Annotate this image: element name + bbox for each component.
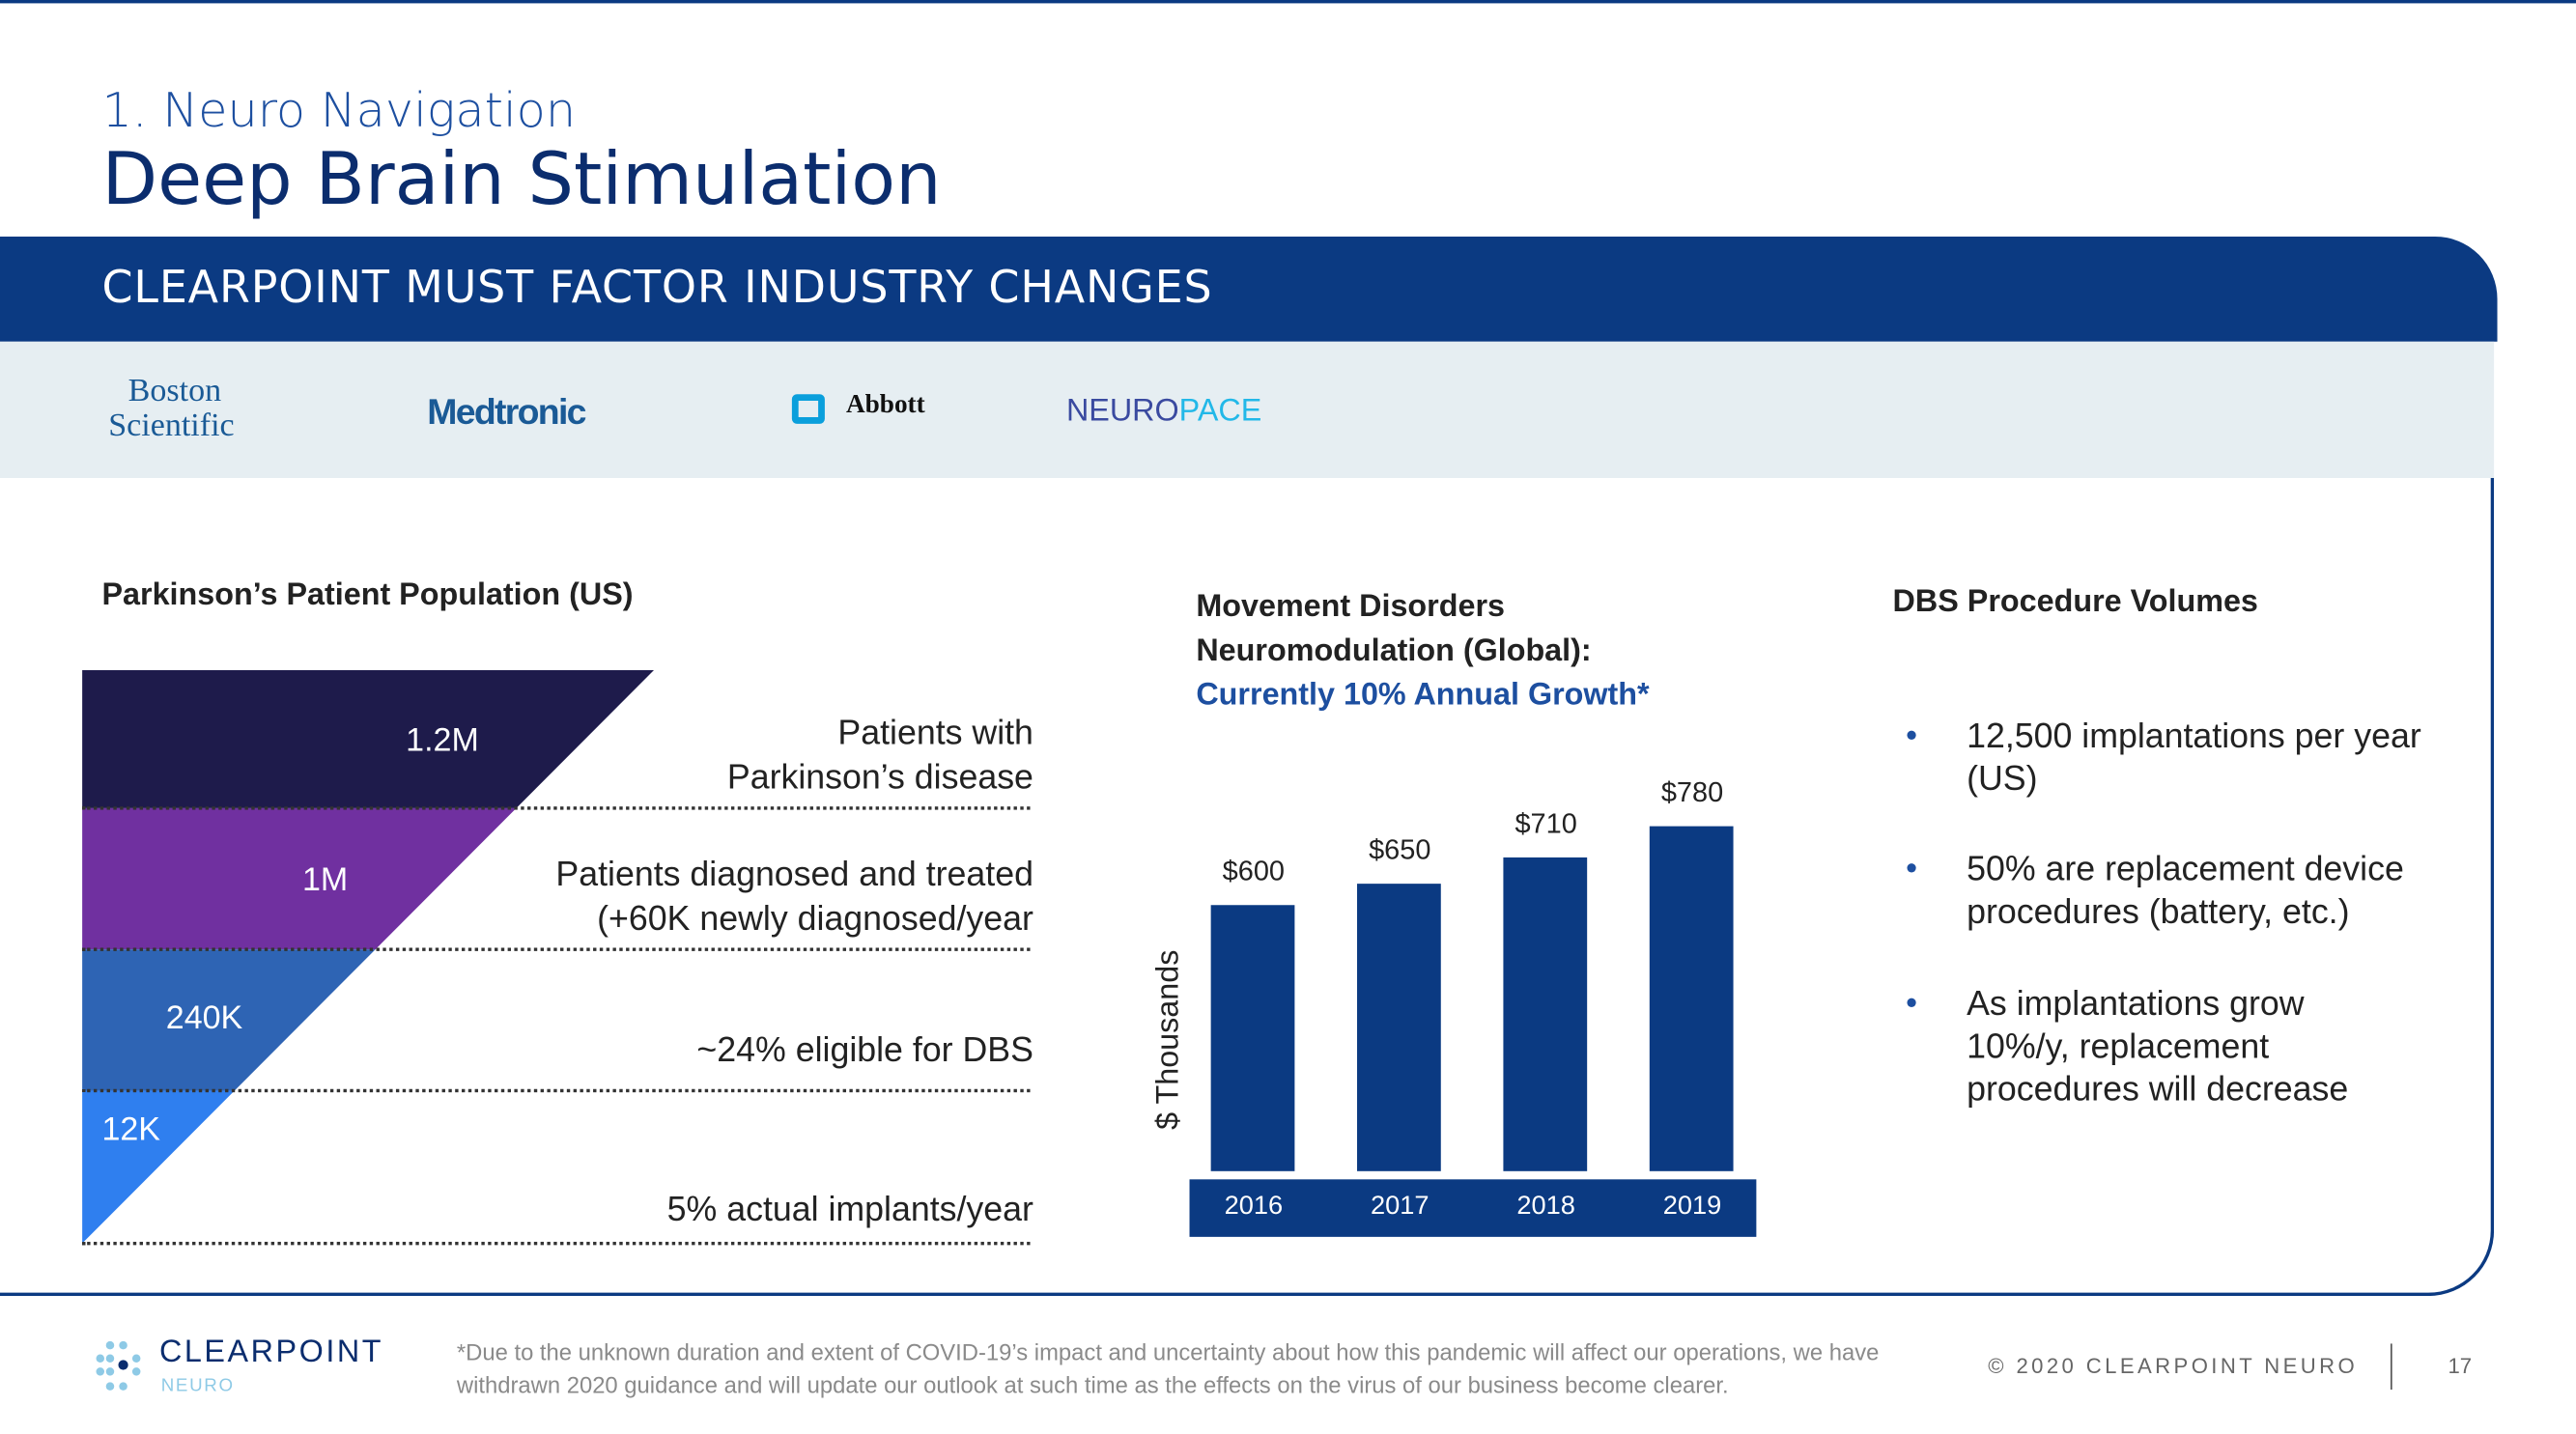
- dbs-item: 12,500 implantations per year (US): [1967, 717, 2421, 799]
- bar-2018: [1503, 857, 1588, 1171]
- logo-text: NEURO: [1065, 394, 1179, 429]
- banner: CLEARPOINT MUST FACTOR INDUSTRY CHANGES: [0, 236, 2498, 342]
- page-title: Deep Brain Stimulation: [101, 137, 942, 222]
- x-tick-label: 2019: [1662, 1192, 1722, 1221]
- top-rule: [0, 0, 2576, 4]
- x-axis-band: [1189, 1179, 1757, 1237]
- bullet-icon: •: [1906, 851, 1918, 887]
- boston-scientific-logo: Boston Scientific: [108, 373, 235, 444]
- bar-value-label: $600: [1222, 856, 1286, 888]
- chart-title-line: Movement Disorders: [1196, 589, 1506, 625]
- bar-value-label: $650: [1369, 834, 1431, 866]
- chart-title: Movement Disorders Neuromodulation (Glob…: [1196, 585, 1649, 718]
- divider: [82, 947, 1031, 951]
- logo-text: PACE: [1178, 394, 1262, 429]
- divider: [82, 806, 1031, 810]
- x-tick-label: 2016: [1224, 1192, 1284, 1221]
- level-value: 1.2M: [406, 722, 479, 759]
- chart-subtitle: Currently 10% Annual Growth*: [1196, 678, 1650, 714]
- level-4-band: [82, 1090, 654, 1244]
- medtronic-logo: Medtronic: [427, 390, 586, 433]
- divider: [82, 1088, 1031, 1093]
- x-tick-label: 2018: [1516, 1192, 1575, 1221]
- bar-2017: [1357, 884, 1441, 1171]
- bullet-icon: •: [1906, 985, 1918, 1023]
- level-value: 12K: [101, 1111, 161, 1148]
- section-subtitle: 1. Neuro Navigation: [101, 82, 577, 138]
- desc-line: (+60K newly diagnosed/year: [597, 900, 1033, 939]
- desc-line: Parkinson’s disease: [726, 758, 1033, 797]
- desc-line: Patients diagnosed and treated: [555, 856, 1033, 894]
- footnote: *Due to the unknown duration and extent …: [456, 1338, 1880, 1398]
- y-axis-label: $ Thousands: [1151, 949, 1187, 1130]
- dbs-item: 50% are replacement device procedures (b…: [1967, 851, 2404, 932]
- parkinsons-title: Parkinson’s Patient Population (US): [101, 577, 634, 613]
- chart-title-line: Neuromodulation (Global):: [1196, 633, 1592, 669]
- level-description: ~24% eligible for DBS: [696, 1031, 1033, 1070]
- bar-value-label: $780: [1660, 776, 1724, 808]
- level-1-band: [82, 670, 654, 808]
- level-description: Patients with Parkinson’s disease: [727, 712, 1033, 801]
- logo-text: Boston: [127, 373, 222, 409]
- abbott-logo: Abbott: [846, 390, 925, 419]
- level-value: 1M: [301, 862, 349, 899]
- level-value: 240K: [165, 999, 243, 1037]
- content-frame: [0, 341, 2495, 1297]
- logo-text: Scientific: [108, 407, 235, 444]
- bar-2016: [1210, 906, 1295, 1171]
- clearpoint-logo: CLEARPOINT: [158, 1335, 384, 1370]
- level-description: Patients diagnosed and treated (+60K newl…: [555, 853, 1033, 942]
- bar-2019: [1649, 826, 1734, 1171]
- abbott-icon: [791, 394, 825, 424]
- footer-divider: [2390, 1343, 2392, 1391]
- clearpoint-logo-icon: [96, 1340, 141, 1391]
- bullet-icon: •: [1906, 717, 1918, 754]
- desc-line: Patients with: [837, 714, 1033, 753]
- divider: [82, 1241, 1031, 1246]
- dbs-item: As implantations grow 10%/y, replacement…: [1967, 985, 2349, 1110]
- neuropace-logo: NEUROPACE: [1066, 394, 1261, 430]
- logo-strip: Boston Scientific Medtronic Abbott NEURO…: [0, 341, 2495, 478]
- level-description: 5% actual implants/year: [666, 1191, 1033, 1229]
- dbs-title: DBS Procedure Volumes: [1892, 584, 2258, 620]
- bar-value-label: $710: [1514, 807, 1577, 839]
- banner-text: CLEARPOINT MUST FACTOR INDUSTRY CHANGES: [101, 263, 1213, 314]
- page-number: 17: [2448, 1353, 2473, 1379]
- clearpoint-logo-sub: NEURO: [160, 1376, 235, 1396]
- copyright: © 2020 CLEARPOINT NEURO: [1988, 1353, 2359, 1379]
- population-triangle: [82, 670, 654, 1244]
- x-tick-label: 2017: [1370, 1192, 1430, 1221]
